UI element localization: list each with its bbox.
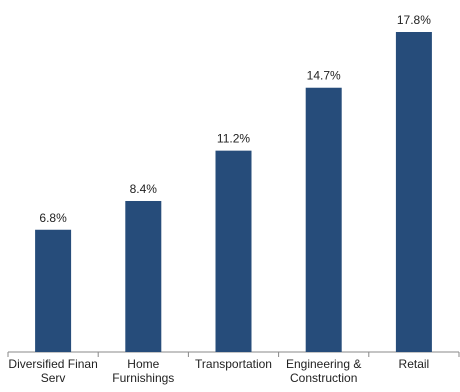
x-tick-label: Home Furnishings bbox=[112, 357, 175, 385]
bar bbox=[125, 200, 162, 352]
data-label: 8.4% bbox=[130, 182, 158, 196]
bar bbox=[215, 150, 252, 352]
data-label: 11.2% bbox=[217, 132, 250, 146]
bar bbox=[395, 32, 432, 352]
data-label: 17.8% bbox=[397, 13, 431, 27]
data-label: 6.8% bbox=[39, 211, 67, 225]
x-tick-label: Engineering & Construction bbox=[285, 357, 362, 385]
x-tick-label: Diversified Finan Serv bbox=[8, 357, 98, 385]
bar bbox=[305, 87, 342, 352]
x-tick-label: Transportation bbox=[195, 357, 272, 371]
x-tick-label: Retail bbox=[398, 357, 430, 371]
bar bbox=[35, 229, 72, 352]
data-label: 14.7% bbox=[307, 69, 341, 83]
